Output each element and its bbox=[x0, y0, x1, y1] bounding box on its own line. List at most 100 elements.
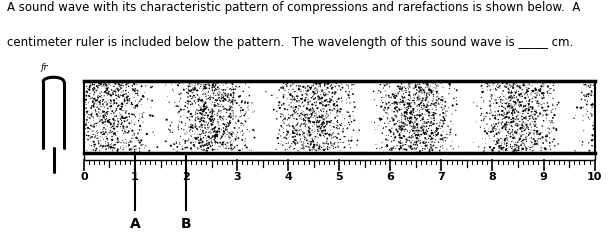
Point bbox=[112, 101, 122, 105]
Point bbox=[525, 131, 534, 135]
Point bbox=[506, 89, 516, 93]
Point bbox=[191, 101, 201, 105]
Point bbox=[222, 144, 232, 148]
Point bbox=[223, 141, 232, 145]
Point bbox=[318, 103, 328, 107]
Point bbox=[438, 98, 447, 102]
Point bbox=[508, 105, 518, 108]
Point bbox=[195, 105, 204, 109]
Point bbox=[103, 124, 112, 128]
Point bbox=[430, 135, 440, 138]
Point bbox=[511, 141, 520, 145]
Point bbox=[185, 99, 195, 103]
Point bbox=[303, 133, 313, 137]
Point bbox=[511, 107, 520, 111]
Point bbox=[309, 90, 319, 93]
Point bbox=[399, 117, 409, 121]
Point bbox=[586, 83, 595, 87]
Point bbox=[119, 124, 128, 128]
Point bbox=[413, 98, 423, 102]
Point bbox=[502, 141, 512, 145]
Point bbox=[508, 136, 518, 139]
Point bbox=[321, 132, 331, 136]
Point bbox=[422, 127, 432, 131]
Point bbox=[317, 88, 327, 92]
Point bbox=[533, 130, 542, 134]
Point bbox=[224, 123, 234, 127]
Point bbox=[186, 112, 196, 116]
Point bbox=[289, 147, 299, 151]
Point bbox=[404, 102, 414, 106]
Point bbox=[412, 122, 422, 126]
Point bbox=[214, 123, 224, 127]
Point bbox=[589, 124, 599, 128]
Point bbox=[428, 137, 438, 140]
Point bbox=[293, 121, 303, 125]
Point bbox=[488, 148, 497, 152]
Point bbox=[89, 119, 98, 123]
Point bbox=[527, 97, 537, 101]
Point bbox=[204, 135, 213, 138]
Point bbox=[217, 93, 227, 97]
Point bbox=[432, 98, 441, 102]
Point bbox=[435, 100, 445, 104]
Point bbox=[211, 133, 221, 137]
Point bbox=[505, 131, 515, 135]
Point bbox=[220, 123, 230, 127]
Point bbox=[109, 143, 119, 147]
Point bbox=[98, 102, 108, 106]
Point bbox=[116, 117, 125, 121]
Point bbox=[440, 136, 450, 139]
Point bbox=[381, 93, 391, 97]
Point bbox=[519, 127, 528, 131]
Point bbox=[220, 92, 230, 96]
Point bbox=[542, 90, 552, 94]
Point bbox=[100, 82, 109, 86]
Point bbox=[313, 132, 322, 136]
Point bbox=[345, 123, 354, 126]
Point bbox=[539, 84, 548, 88]
Point bbox=[491, 98, 500, 102]
Point bbox=[433, 132, 443, 136]
Point bbox=[426, 123, 435, 127]
Point bbox=[333, 98, 342, 102]
Point bbox=[204, 140, 213, 144]
Point bbox=[344, 114, 354, 118]
Point bbox=[389, 131, 399, 135]
Point bbox=[452, 102, 461, 106]
Point bbox=[237, 100, 246, 104]
Point bbox=[325, 133, 334, 137]
Point bbox=[406, 116, 416, 120]
Point bbox=[429, 89, 438, 92]
Point bbox=[288, 136, 298, 140]
Point bbox=[517, 146, 527, 150]
Point bbox=[452, 88, 461, 92]
Point bbox=[187, 103, 196, 107]
Point bbox=[479, 115, 489, 119]
Point bbox=[311, 101, 321, 105]
Point bbox=[419, 131, 429, 135]
Point bbox=[94, 107, 103, 111]
Point bbox=[95, 94, 105, 98]
Point bbox=[115, 111, 125, 115]
Point bbox=[92, 88, 102, 92]
Point bbox=[111, 125, 121, 129]
Point bbox=[230, 99, 240, 103]
Point bbox=[92, 121, 102, 125]
Point bbox=[300, 146, 309, 150]
Point bbox=[320, 132, 330, 136]
Point bbox=[227, 88, 237, 92]
Point bbox=[97, 131, 106, 135]
Point bbox=[311, 119, 321, 123]
Point bbox=[202, 136, 212, 140]
Point bbox=[489, 93, 499, 97]
Point bbox=[106, 128, 116, 132]
Point bbox=[397, 94, 407, 98]
Point bbox=[506, 121, 516, 124]
Point bbox=[513, 98, 523, 102]
Point bbox=[209, 110, 219, 114]
Point bbox=[201, 83, 211, 87]
Point bbox=[314, 128, 324, 132]
Text: A sound wave with its characteristic pattern of compressions and rarefactions is: A sound wave with its characteristic pat… bbox=[7, 1, 581, 14]
Text: 2: 2 bbox=[182, 172, 190, 182]
